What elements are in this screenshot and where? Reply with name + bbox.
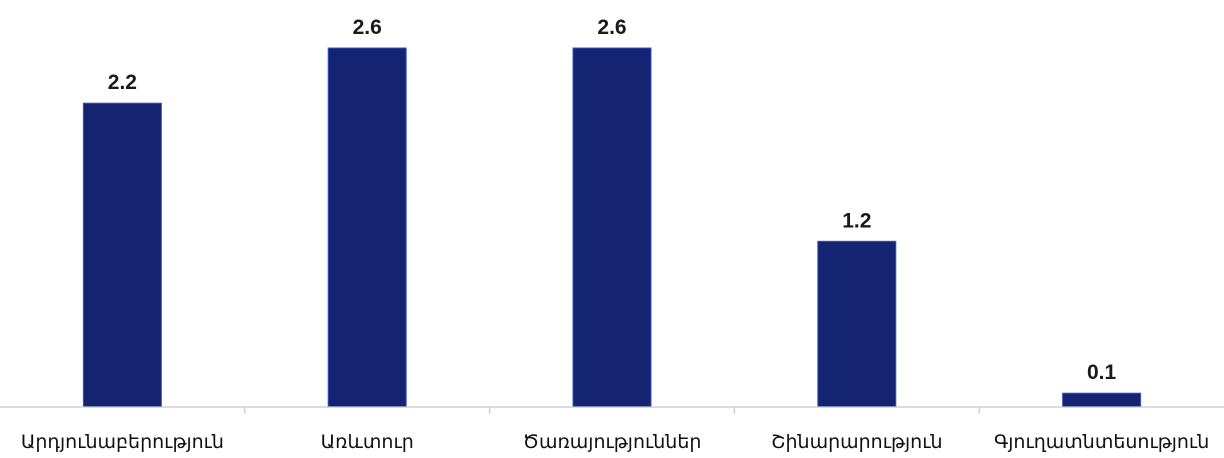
bar-2 [327, 47, 407, 408]
data-label-5: 0.1 [1087, 361, 1117, 384]
data-labels-group: 2.2 2.6 2.6 1.2 0.1 [108, 16, 1117, 384]
data-label-3: 2.6 [597, 16, 626, 39]
bars-group [82, 47, 1142, 408]
category-label-4: Շինարարություն [771, 431, 942, 453]
data-label-4: 1.2 [842, 209, 871, 232]
category-label-5: Գյուղատնտեսություն [994, 431, 1209, 453]
category-label-1: Արդյունաբերություն [21, 431, 224, 453]
bar-1 [82, 102, 162, 408]
bar-3 [572, 47, 652, 408]
category-label-2: Առևտուր [321, 431, 414, 453]
bar-4 [817, 240, 897, 408]
bar-5 [1062, 392, 1142, 408]
category-labels-group: Արդյունաբերություն Առևտուր Ծառայություններ… [21, 431, 1209, 453]
category-label-3: Ծառայություններ [523, 431, 702, 453]
data-label-1: 2.2 [108, 71, 137, 94]
x-axis [0, 406, 1224, 414]
data-label-2: 2.6 [353, 16, 382, 39]
